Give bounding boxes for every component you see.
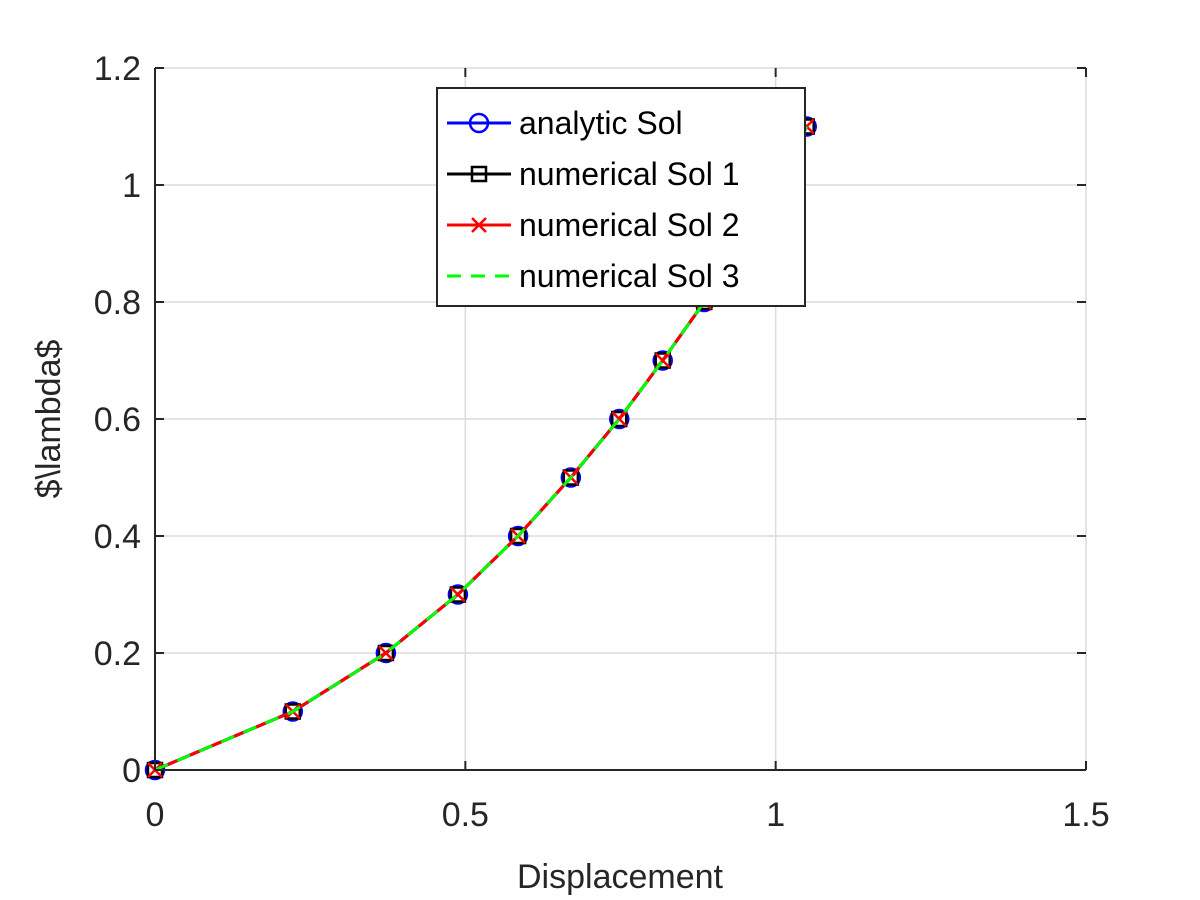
data-point-square [449,586,467,603]
legend-label: numerical Sol 3 [519,258,740,294]
legend-label: numerical Sol 1 [519,156,740,192]
data-point-circle [468,112,490,134]
data-point-square [377,644,395,662]
data-point-x-stroke [471,217,487,233]
y-tick-label: 0.6 [94,401,141,439]
y-tick-label: 1 [122,167,141,205]
data-point-x [471,217,487,233]
data-point-square [611,410,628,428]
x-tick-label: 1.5 [1062,796,1109,834]
x-tick-label: 0.5 [442,796,489,834]
x-axis-label: Displacement [517,858,724,896]
data-point-square [284,703,302,720]
data-point-circle [282,701,304,722]
data-point-circle [652,350,673,371]
y-tick-label: 0.2 [94,635,141,673]
y-axis-label: $\lambda$ [30,340,68,499]
x-tick-label: 1 [766,796,785,834]
legend-item: numerical Sol 1 [447,156,740,192]
y-tick-label: 1.2 [94,50,141,88]
legend-item: numerical Sol 3 [447,258,740,294]
y-tick-label: 0.4 [94,518,141,556]
legend-item: analytic Sol [447,105,683,141]
data-point-square [562,469,580,486]
data-point-circle [507,525,529,547]
legend-label: numerical Sol 2 [519,207,740,243]
data-point-square [509,527,527,545]
ticks: 0 0.5 1 1.5 0 0.2 0.4 0.6 0.8 1 1.2 [94,50,1110,834]
data-point-circle [560,467,582,488]
y-tick-label: 0 [122,752,141,790]
data-point-square [470,165,488,183]
data-point-circle [375,642,397,664]
data-point-square [654,352,671,369]
legend-item: numerical Sol 2 [447,207,740,243]
legend-label: analytic Sol [519,105,683,141]
series-4 [154,125,808,772]
legend: analytic Sol numerical Sol 1 numerical Sol… [436,87,806,307]
x-tick-label: 0 [146,796,165,834]
data-point-circle [609,408,630,430]
series-line [154,125,808,772]
y-tick-label: 0.8 [94,284,141,322]
data-point-circle [447,584,469,605]
